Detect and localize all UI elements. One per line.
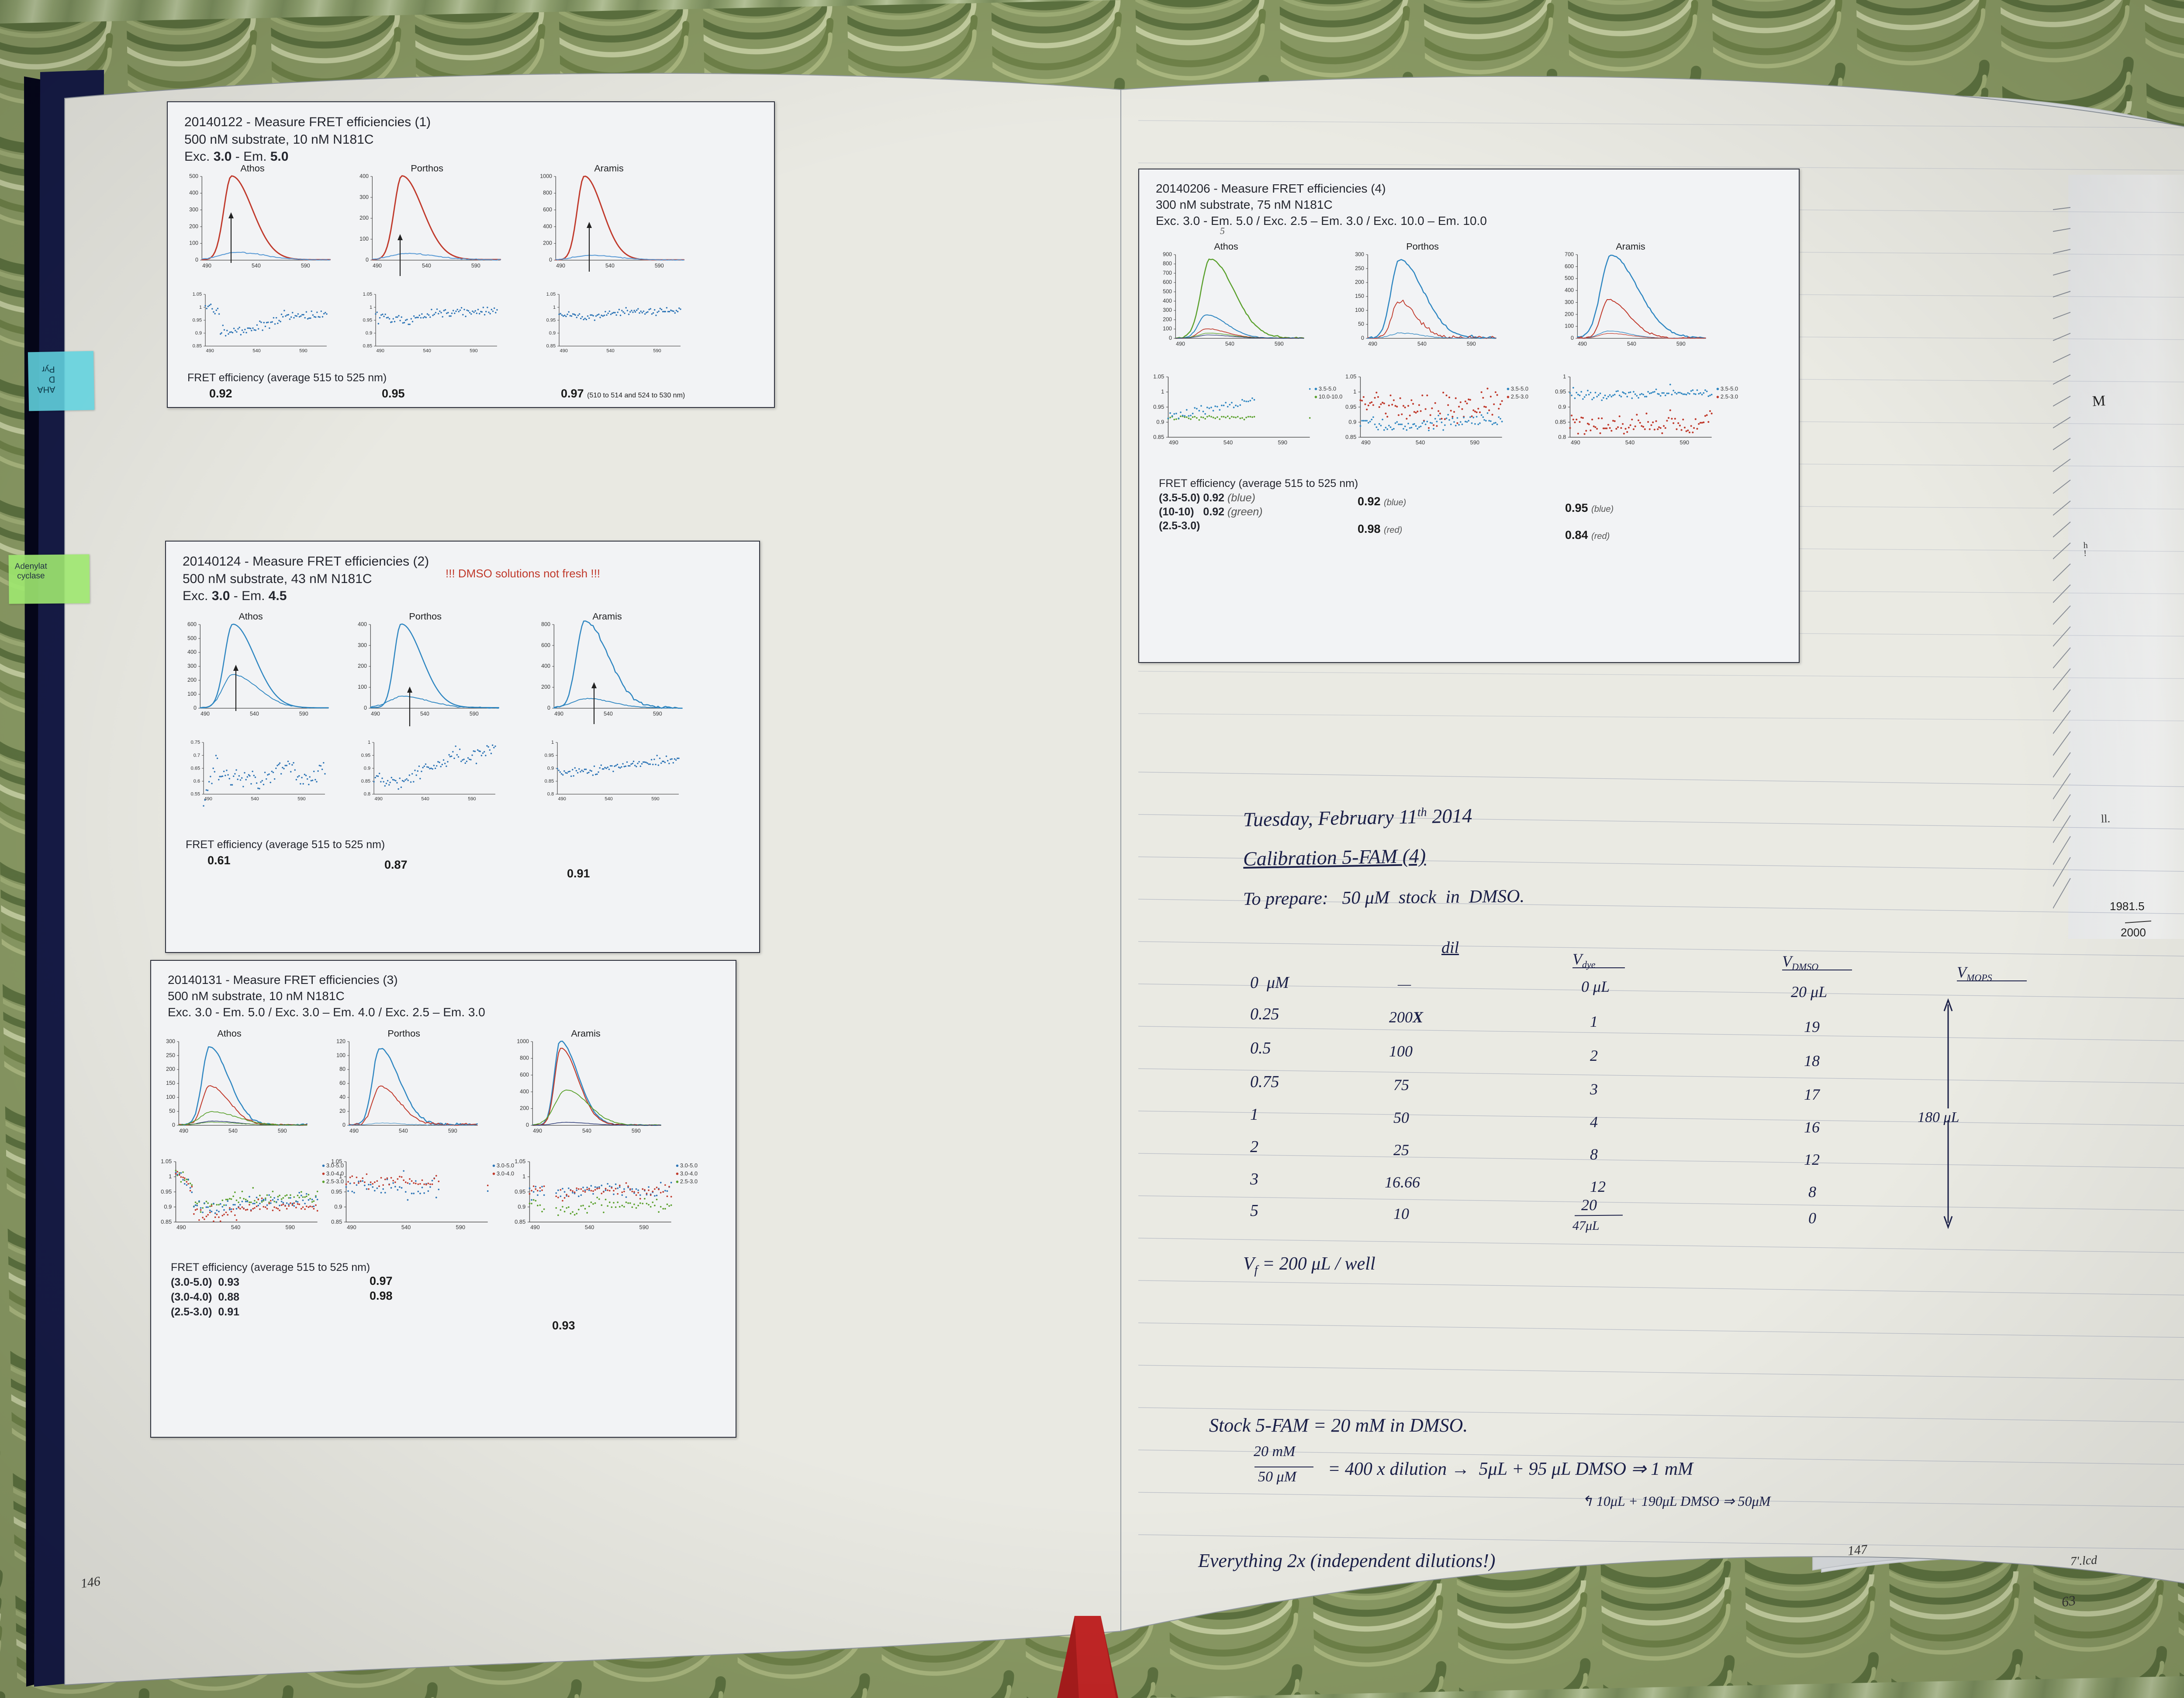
- svg-text:300: 300: [1355, 251, 1364, 257]
- svg-text:2.5-3.0: 2.5-3.0: [1511, 393, 1528, 400]
- svg-text:490: 490: [1176, 341, 1185, 347]
- svg-text:3.5-5.0: 3.5-5.0: [1511, 385, 1528, 392]
- svg-text:0.9: 0.9: [1348, 418, 1356, 425]
- svg-text:700: 700: [1163, 270, 1172, 276]
- svg-text:0.85: 0.85: [1153, 434, 1164, 440]
- svg-text:200: 200: [1163, 316, 1172, 322]
- svg-text:250: 250: [1355, 265, 1364, 271]
- svg-text:490: 490: [1571, 439, 1580, 446]
- svg-text:0.95: 0.95: [1555, 388, 1566, 395]
- svg-text:0.95: 0.95: [1345, 404, 1356, 410]
- svg-text:490: 490: [1361, 439, 1370, 446]
- svg-text:3.5-5.0: 3.5-5.0: [1319, 385, 1336, 392]
- svg-text:2.5-3.0: 2.5-3.0: [1721, 393, 1738, 400]
- svg-text:1.05: 1.05: [1345, 373, 1356, 380]
- svg-text:590: 590: [1467, 341, 1476, 347]
- svg-text:1: 1: [1161, 388, 1164, 395]
- svg-text:0: 0: [1169, 335, 1172, 341]
- svg-text:0.85: 0.85: [1345, 434, 1356, 440]
- svg-text:0: 0: [1361, 335, 1364, 341]
- svg-text:590: 590: [1676, 341, 1686, 347]
- svg-text:540: 540: [1225, 341, 1234, 347]
- svg-text:400: 400: [1565, 287, 1574, 293]
- svg-text:700: 700: [1565, 251, 1574, 257]
- svg-text:540: 540: [1417, 341, 1427, 347]
- svg-text:0.9: 0.9: [1558, 404, 1566, 410]
- svg-text:490: 490: [1368, 341, 1377, 347]
- svg-text:400: 400: [1163, 298, 1172, 304]
- svg-text:590: 590: [1275, 341, 1284, 347]
- svg-text:1: 1: [1563, 373, 1566, 380]
- svg-text:490: 490: [1169, 439, 1178, 446]
- svg-text:0.8: 0.8: [1558, 434, 1566, 440]
- svg-text:500: 500: [1565, 275, 1574, 281]
- svg-text:800: 800: [1163, 261, 1172, 267]
- svg-text:500: 500: [1163, 289, 1172, 295]
- svg-text:200: 200: [1565, 311, 1574, 317]
- svg-text:300: 300: [1565, 299, 1574, 305]
- svg-text:1: 1: [1353, 388, 1356, 395]
- svg-text:10.0-10.0: 10.0-10.0: [1319, 393, 1342, 400]
- svg-text:0.85: 0.85: [1555, 418, 1566, 425]
- svg-text:0: 0: [1571, 335, 1574, 341]
- svg-text:200: 200: [1355, 279, 1364, 285]
- svg-text:540: 540: [1627, 341, 1636, 347]
- svg-text:1.05: 1.05: [1153, 373, 1164, 380]
- svg-text:300: 300: [1163, 307, 1172, 313]
- svg-text:600: 600: [1565, 263, 1574, 269]
- svg-text:590: 590: [1680, 439, 1689, 446]
- svg-text:0.9: 0.9: [1156, 418, 1164, 425]
- svg-text:100: 100: [1163, 326, 1172, 332]
- svg-text:Porthos: Porthos: [1406, 241, 1439, 252]
- svg-text:100: 100: [1565, 323, 1574, 329]
- svg-text:Athos: Athos: [1214, 241, 1238, 252]
- svg-text:540: 540: [1223, 439, 1233, 446]
- svg-text:590: 590: [1278, 439, 1287, 446]
- svg-text:600: 600: [1163, 279, 1172, 285]
- svg-text:490: 490: [1578, 341, 1587, 347]
- svg-text:0.95: 0.95: [1153, 404, 1164, 410]
- svg-text:150: 150: [1355, 293, 1364, 299]
- svg-text:540: 540: [1625, 439, 1635, 446]
- svg-text:3.5-5.0: 3.5-5.0: [1721, 385, 1738, 392]
- svg-text:590: 590: [1470, 439, 1479, 446]
- svg-text:100: 100: [1355, 307, 1364, 313]
- svg-text:Aramis: Aramis: [1616, 241, 1645, 252]
- svg-text:50: 50: [1358, 321, 1364, 327]
- svg-text:900: 900: [1163, 251, 1172, 257]
- svg-text:540: 540: [1416, 439, 1425, 446]
